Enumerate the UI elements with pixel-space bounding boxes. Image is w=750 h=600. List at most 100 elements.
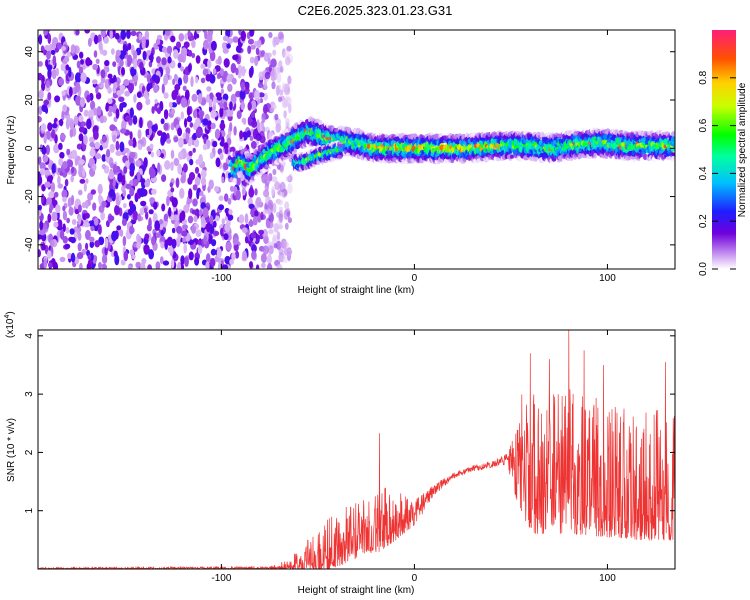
spectrogram-cell <box>77 242 82 252</box>
spectrogram-cell <box>61 46 66 51</box>
spectrogram-cell <box>173 157 180 167</box>
spectrogram-cell <box>57 175 61 185</box>
spectrogram-cell <box>276 263 283 269</box>
spectrogram-cell <box>213 230 220 237</box>
spectrogram-cell <box>181 230 188 237</box>
spectrogram-cell <box>90 189 97 195</box>
spectrogram-cell <box>66 159 74 168</box>
spectrogram-cell <box>144 180 150 188</box>
spectrogram-cell <box>220 88 225 95</box>
spectrogram-cell <box>96 106 102 116</box>
spectrogram-cell <box>210 248 217 256</box>
spectrogram-cell <box>170 35 176 43</box>
spectrogram-cell <box>219 107 224 118</box>
spectrogram-cell <box>109 124 116 132</box>
spectrogram-cell <box>85 57 91 67</box>
spectrogram-cell <box>226 43 231 49</box>
spectrogram-cell <box>224 193 229 202</box>
spectrogram-cell <box>188 49 193 57</box>
spectrogram-cell <box>127 265 133 269</box>
spectrogram-cell <box>132 210 138 221</box>
spectrogram-cell <box>128 139 134 147</box>
spectrogram-cell <box>287 217 292 224</box>
spectrogram-cell <box>68 66 72 78</box>
spectrogram-cell <box>62 196 67 203</box>
spectrogram-cell <box>122 203 127 209</box>
spectrogram-cell <box>97 34 102 44</box>
spectrogram-cell <box>256 39 262 48</box>
spectrogram-cell <box>192 184 198 191</box>
spectrogram-cell <box>97 224 102 235</box>
spectrogram-cell <box>272 233 277 242</box>
spectrogram-cell <box>95 58 100 64</box>
spectrogram-cell <box>287 211 291 218</box>
spectrogram-cell <box>115 108 120 119</box>
spectrogram-cell <box>179 188 185 199</box>
spectrogram-cell <box>197 93 203 104</box>
spectrogram-cell <box>161 57 167 66</box>
spectrogram-cell <box>133 93 137 103</box>
spectrogram-cell <box>235 189 241 201</box>
spectrogram-cell <box>175 177 180 188</box>
spectrogram-cell <box>48 191 55 199</box>
spectrogram-cell <box>180 66 185 72</box>
spectrogram-cell <box>211 239 217 247</box>
spectrogram-cell <box>75 95 82 106</box>
spectrogram-cell <box>162 46 168 53</box>
spectrogram-cell <box>46 130 51 140</box>
spectrogram-cell <box>41 193 45 204</box>
spectrogram-cell <box>119 58 124 67</box>
spectrogram-cell <box>232 36 239 43</box>
spectrogram-cell <box>107 111 113 117</box>
spectrogram-cell <box>198 209 203 217</box>
spectrogram-cell <box>101 263 107 269</box>
spectrogram-cell <box>240 81 245 92</box>
spectrogram-cell <box>93 34 99 45</box>
spectrogram-cell <box>114 204 120 216</box>
spectrogram-cell <box>53 191 59 198</box>
spectrogram-cell <box>264 71 271 80</box>
spectrogram-cell <box>41 184 46 192</box>
spectrogram-cell <box>254 188 258 196</box>
spectrogram-cell <box>189 122 194 128</box>
spectrogram-cell <box>170 187 175 193</box>
spectrogram-cell <box>206 86 212 92</box>
spectrogram-cell <box>95 153 102 160</box>
spectrogram-cell <box>38 34 43 45</box>
spectrogram-cell <box>185 132 189 143</box>
spectrogram-cell <box>219 122 226 130</box>
spectrogram-cell <box>180 255 185 265</box>
spectrogram-cell <box>197 245 203 255</box>
spectrogram-cell <box>46 197 52 205</box>
spectrogram-cell <box>173 136 179 143</box>
spectrogram-cell <box>184 256 189 267</box>
spectrogram-cell <box>150 151 155 158</box>
spectrogram-cell <box>272 49 277 56</box>
spectrogram-cell <box>84 222 91 228</box>
spectrogram-cell <box>163 213 169 222</box>
spectrogram-cell <box>221 264 229 269</box>
spectrogram-cell <box>78 133 84 142</box>
spectrogram-cell <box>129 187 135 197</box>
spectrogram-cell <box>100 76 106 84</box>
spectrogram-cell <box>136 242 141 249</box>
spectrogram-cell <box>78 163 84 173</box>
spectrogram-cell <box>192 198 198 207</box>
spectrogram-cell <box>78 126 85 133</box>
spectrogram-cell <box>187 215 194 224</box>
spectrogram-cell <box>219 102 224 109</box>
spectrogram-cell <box>200 216 206 224</box>
spectrogram-cell <box>258 92 265 98</box>
spectrogram-cell <box>132 50 138 60</box>
spectrogram-cell <box>62 104 68 113</box>
spectrogram-cell <box>150 52 154 64</box>
spectrogram-cell <box>242 250 247 261</box>
spectrogram-cell <box>177 62 182 69</box>
spectrogram-cell <box>149 197 155 204</box>
spectrogram-cell <box>278 213 284 223</box>
spectrogram-cell <box>136 101 143 111</box>
spectrogram-cell <box>61 90 66 96</box>
spectrogram-cell <box>38 174 43 186</box>
spectrogram-cell <box>180 97 187 108</box>
spectrogram-cell <box>541 133 545 138</box>
